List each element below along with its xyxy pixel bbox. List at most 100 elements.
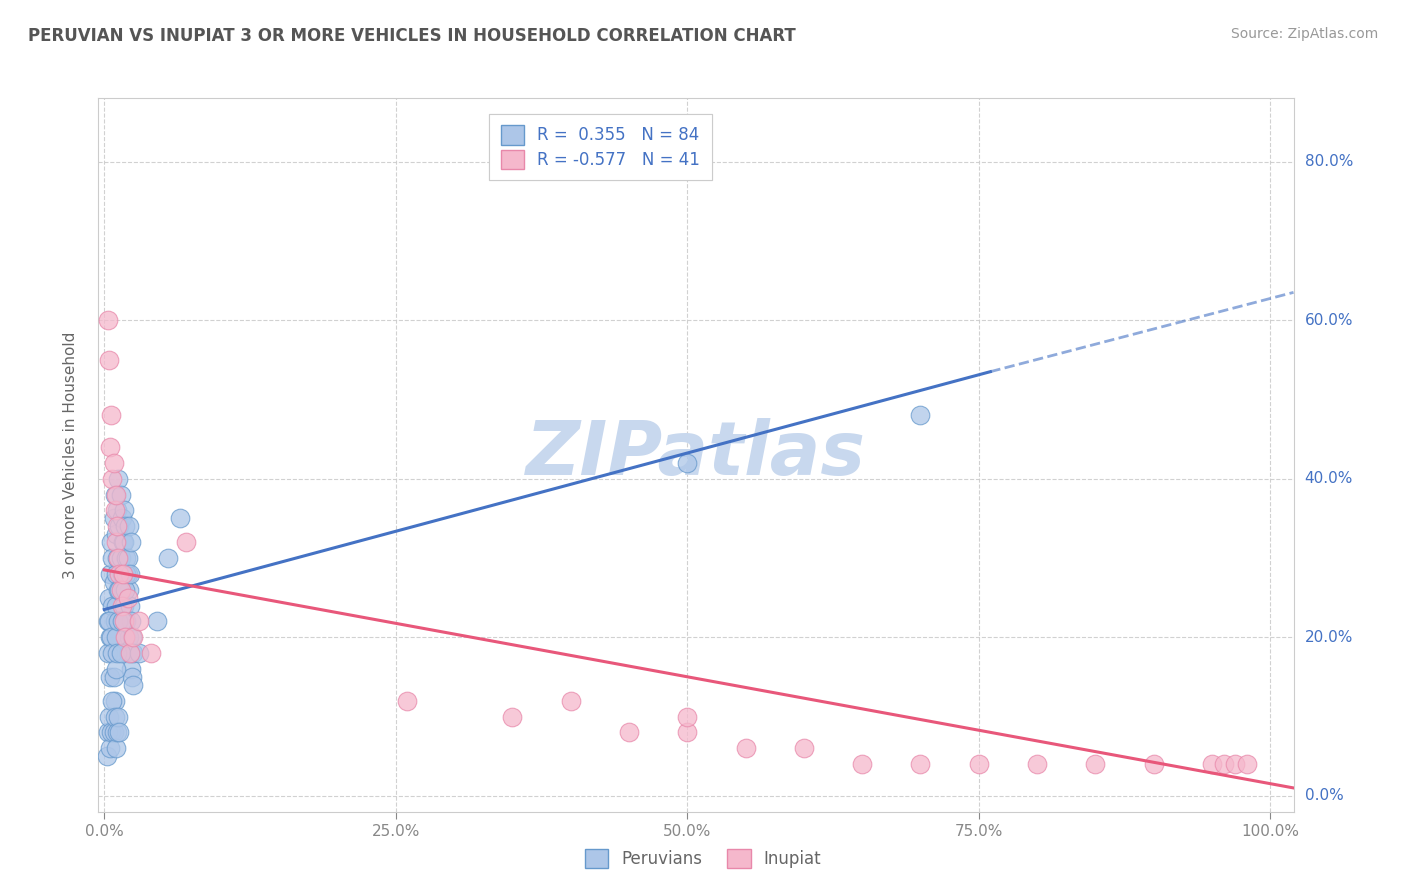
Text: ZIPatlas: ZIPatlas <box>526 418 866 491</box>
Point <box>111 582 134 597</box>
Legend: R =  0.355   N = 84, R = -0.577   N = 41: R = 0.355 N = 84, R = -0.577 N = 41 <box>489 113 711 180</box>
Point <box>104 599 127 613</box>
Point <box>1142 757 1164 772</box>
Point <box>117 566 139 581</box>
Point <box>97 725 120 739</box>
Point <box>101 694 124 708</box>
Point <box>139 646 162 660</box>
Point <box>107 472 129 486</box>
Point <box>110 646 132 660</box>
Point <box>97 591 120 605</box>
Point <box>120 662 142 676</box>
Point <box>100 630 122 644</box>
Text: 60.0%: 60.0% <box>1305 312 1353 327</box>
Point <box>118 519 141 533</box>
Point <box>105 551 128 566</box>
Point <box>560 694 582 708</box>
Point <box>105 646 128 660</box>
Point <box>105 725 128 739</box>
Point <box>169 511 191 525</box>
Point <box>97 352 120 367</box>
Point <box>121 670 143 684</box>
Point <box>108 519 131 533</box>
Point <box>115 566 138 581</box>
Text: 0.0%: 0.0% <box>1305 789 1343 804</box>
Text: Source: ZipAtlas.com: Source: ZipAtlas.com <box>1230 27 1378 41</box>
Point <box>103 511 125 525</box>
Point <box>112 503 135 517</box>
Point <box>96 749 118 764</box>
Point <box>112 535 135 549</box>
Point <box>107 615 129 629</box>
Point <box>104 487 127 501</box>
Point <box>104 527 127 541</box>
Point <box>108 615 131 629</box>
Point <box>118 599 141 613</box>
Point <box>114 630 136 644</box>
Text: 80.0%: 80.0% <box>1305 154 1353 169</box>
Legend: Peruvians, Inupiat: Peruvians, Inupiat <box>578 842 828 875</box>
Point <box>107 582 129 597</box>
Point <box>97 709 120 723</box>
Point <box>734 741 756 756</box>
Point <box>121 630 143 644</box>
Point <box>128 646 150 660</box>
Point <box>103 574 125 589</box>
Point <box>105 519 128 533</box>
Point <box>676 725 699 739</box>
Point <box>118 566 141 581</box>
Point <box>117 646 139 660</box>
Point <box>108 725 131 739</box>
Point <box>108 582 131 597</box>
Point <box>118 646 141 660</box>
Point <box>111 511 134 525</box>
Point <box>117 591 139 605</box>
Point <box>967 757 990 772</box>
Point <box>617 725 640 739</box>
Point <box>98 566 121 581</box>
Point <box>676 456 699 470</box>
Point <box>1225 757 1247 772</box>
Point <box>118 582 141 597</box>
Y-axis label: 3 or more Vehicles in Household: 3 or more Vehicles in Household <box>63 331 77 579</box>
Point <box>103 725 125 739</box>
Point <box>910 757 932 772</box>
Point <box>100 725 122 739</box>
Point <box>501 709 523 723</box>
Point <box>104 487 127 501</box>
Point <box>114 630 136 644</box>
Point <box>97 615 120 629</box>
Point <box>111 615 134 629</box>
Point <box>1201 757 1223 772</box>
Text: 40.0%: 40.0% <box>1305 471 1353 486</box>
Point <box>97 615 120 629</box>
Point <box>108 566 131 581</box>
Point <box>676 709 699 723</box>
Text: 20.0%: 20.0% <box>1305 630 1353 645</box>
Point <box>101 551 124 566</box>
Point <box>128 615 150 629</box>
Point <box>793 741 815 756</box>
Point <box>120 615 142 629</box>
Point <box>100 409 122 423</box>
Point <box>97 646 120 660</box>
Point <box>120 535 142 549</box>
Point <box>104 535 127 549</box>
Point <box>112 599 135 613</box>
Point <box>118 646 141 660</box>
Point <box>1084 757 1107 772</box>
Point <box>910 409 932 423</box>
Point <box>851 757 873 772</box>
Point <box>104 662 127 676</box>
Point <box>104 566 127 581</box>
Point <box>114 582 136 597</box>
Point <box>122 630 145 644</box>
Point <box>104 694 127 708</box>
Point <box>101 599 124 613</box>
Point <box>118 630 141 644</box>
Text: PERUVIAN VS INUPIAT 3 OR MORE VEHICLES IN HOUSEHOLD CORRELATION CHART: PERUVIAN VS INUPIAT 3 OR MORE VEHICLES I… <box>28 27 796 45</box>
Point <box>115 615 138 629</box>
Point <box>98 670 121 684</box>
Point <box>114 519 136 533</box>
Point <box>101 646 124 660</box>
